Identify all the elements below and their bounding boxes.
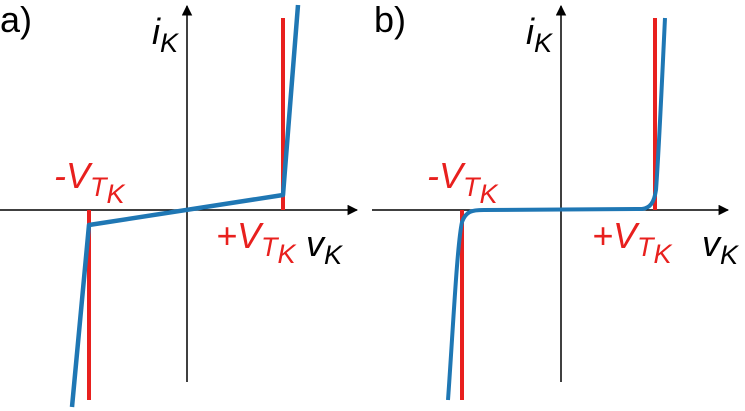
neg-threshold-label: -VTK (427, 155, 499, 209)
label-part: T (637, 232, 656, 262)
label-part: K (480, 179, 499, 209)
label-part: K (324, 240, 343, 270)
y-axis-label: iK (526, 11, 553, 58)
neg-threshold-label: -VTK (54, 155, 126, 209)
label-part: K (278, 239, 297, 269)
characteristic-curve (69, 4, 301, 408)
label-part: -V (54, 155, 93, 196)
pos-threshold-label: +VTK (216, 215, 297, 269)
characteristic-curve (446, 17, 667, 401)
label-part: i (152, 11, 161, 52)
label-part: K (107, 179, 126, 209)
y-axis-label: iK (152, 11, 179, 58)
label-part: K (160, 28, 179, 58)
label-part: +V (216, 215, 264, 256)
label-part: v (702, 223, 722, 264)
x-axis-label: vK (702, 223, 739, 270)
label-part: -V (427, 155, 466, 196)
label-part: K (654, 239, 673, 269)
label-part: i (526, 11, 535, 52)
label-part: +V (592, 215, 640, 256)
label-part: T (90, 172, 109, 202)
label-part: K (720, 240, 739, 270)
panel-b: b) iK vK -VTK +VTK (372, 0, 739, 401)
label-part: T (463, 172, 482, 202)
pos-threshold-label: +VTK (592, 215, 673, 269)
panel-label: a) (0, 0, 32, 40)
x-axis-label: vK (306, 223, 343, 270)
panel-label: b) (374, 0, 406, 40)
label-part: T (261, 232, 280, 262)
label-part: v (306, 223, 326, 264)
panel-a: a) iK vK -VTK +VTK (0, 0, 359, 408)
label-part: K (534, 28, 553, 58)
